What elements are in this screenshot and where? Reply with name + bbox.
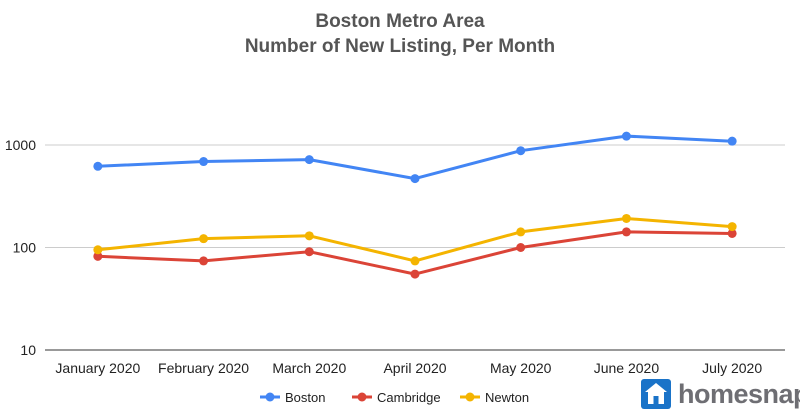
homesnap-logo: homesnap bbox=[640, 374, 800, 414]
data-point bbox=[621, 213, 631, 223]
x-tick-label: January 2020 bbox=[55, 360, 140, 376]
series-newton bbox=[93, 213, 737, 266]
legend-marker bbox=[265, 392, 275, 402]
data-point bbox=[199, 157, 209, 167]
data-point bbox=[199, 234, 209, 244]
legend-label: Cambridge bbox=[377, 390, 441, 405]
data-point bbox=[410, 174, 420, 184]
y-tick-label: 100 bbox=[13, 240, 37, 256]
data-point bbox=[727, 222, 737, 232]
data-point bbox=[304, 155, 314, 165]
gridlines bbox=[45, 144, 785, 351]
series-line bbox=[97, 217, 733, 263]
x-tick-label: June 2020 bbox=[594, 360, 660, 376]
chart-title: Boston Metro Area bbox=[315, 11, 485, 32]
chart-subtitle: Number of New Listing, Per Month bbox=[245, 36, 555, 57]
x-tick-label: July 2020 bbox=[702, 360, 762, 376]
legend-label: Newton bbox=[485, 390, 529, 405]
x-tick-label: May 2020 bbox=[490, 360, 552, 376]
data-point bbox=[93, 245, 103, 255]
data-point bbox=[199, 256, 209, 266]
series-cambridge bbox=[93, 227, 737, 279]
data-point bbox=[516, 243, 526, 252]
data-point bbox=[516, 227, 526, 237]
y-axis-ticks: 10 100 1000 bbox=[5, 137, 36, 358]
data-point bbox=[516, 146, 526, 156]
legend: Boston Cambridge Newton bbox=[260, 390, 529, 405]
series-line bbox=[97, 134, 733, 181]
data-point bbox=[304, 247, 314, 257]
data-point bbox=[410, 269, 420, 279]
legend-item-newton: Newton bbox=[460, 390, 529, 405]
legend-item-boston: Boston bbox=[260, 390, 325, 405]
data-point bbox=[621, 227, 631, 237]
data-point bbox=[727, 228, 737, 238]
series-lines bbox=[93, 131, 737, 279]
y-tick-label: 10 bbox=[20, 342, 36, 358]
x-tick-label: February 2020 bbox=[158, 360, 249, 376]
data-point bbox=[93, 251, 103, 261]
house-icon bbox=[641, 379, 671, 409]
data-point bbox=[304, 231, 314, 241]
legend-label: Boston bbox=[285, 390, 325, 405]
x-tick-label: March 2020 bbox=[272, 360, 346, 376]
data-point bbox=[93, 161, 103, 171]
y-tick-label: 1000 bbox=[5, 137, 36, 153]
series-boston bbox=[93, 131, 737, 184]
x-tick-label: April 2020 bbox=[383, 360, 446, 376]
data-point bbox=[410, 256, 420, 266]
data-point bbox=[727, 136, 737, 146]
legend-item-cambridge: Cambridge bbox=[352, 390, 441, 405]
legend-marker bbox=[357, 392, 367, 402]
data-point bbox=[621, 131, 631, 141]
x-axis-ticks: January 2020 February 2020 March 2020 April… bbox=[55, 360, 762, 376]
logo-text: homesnap bbox=[678, 378, 800, 409]
legend-marker bbox=[465, 392, 475, 402]
